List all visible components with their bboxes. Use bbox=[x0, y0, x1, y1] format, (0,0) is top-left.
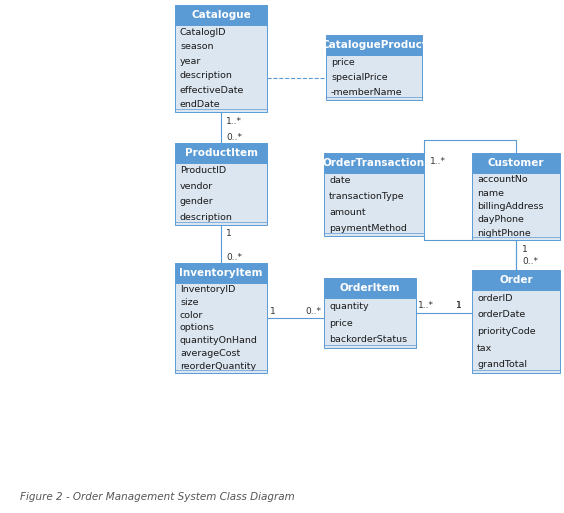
Bar bbox=[175, 283, 267, 373]
Text: season: season bbox=[180, 42, 214, 51]
Bar bbox=[326, 55, 422, 100]
Text: backorderStatus: backorderStatus bbox=[329, 335, 407, 344]
Bar bbox=[324, 278, 416, 298]
Text: billingAddress: billingAddress bbox=[477, 202, 544, 211]
Bar bbox=[472, 173, 560, 240]
Text: description: description bbox=[180, 71, 233, 80]
Bar bbox=[324, 153, 424, 173]
Text: quantityOnHand: quantityOnHand bbox=[180, 337, 258, 345]
Text: 0..*: 0..* bbox=[226, 253, 242, 263]
Text: size: size bbox=[180, 298, 199, 307]
Text: reorderQuantity: reorderQuantity bbox=[180, 362, 256, 371]
Text: vendor: vendor bbox=[180, 182, 213, 191]
Bar bbox=[175, 263, 267, 283]
Text: orderDate: orderDate bbox=[477, 310, 525, 320]
Text: transactionType: transactionType bbox=[329, 192, 404, 201]
Text: averageCost: averageCost bbox=[180, 349, 240, 358]
Text: CatalogID: CatalogID bbox=[180, 28, 227, 37]
Text: 1..*: 1..* bbox=[226, 117, 242, 127]
Text: dayPhone: dayPhone bbox=[477, 215, 524, 224]
Text: ProductID: ProductID bbox=[180, 166, 226, 175]
Text: -memberName: -memberName bbox=[331, 88, 403, 97]
Bar bbox=[175, 25, 267, 112]
Text: InventoryID: InventoryID bbox=[180, 285, 235, 294]
Text: 1: 1 bbox=[456, 302, 462, 310]
Bar bbox=[472, 270, 560, 290]
Text: quantity: quantity bbox=[329, 302, 369, 311]
Text: effectiveDate: effectiveDate bbox=[180, 86, 244, 95]
Text: 1: 1 bbox=[226, 229, 232, 239]
Text: date: date bbox=[329, 176, 350, 185]
Text: 1..*: 1..* bbox=[418, 302, 434, 310]
Text: 1: 1 bbox=[270, 306, 276, 315]
Text: CatalogueProduct: CatalogueProduct bbox=[321, 40, 427, 50]
Bar bbox=[324, 173, 424, 236]
Text: paymentMethod: paymentMethod bbox=[329, 224, 407, 232]
Text: gender: gender bbox=[180, 198, 214, 206]
Bar bbox=[175, 5, 267, 25]
Bar bbox=[326, 35, 422, 55]
Text: OrderItem: OrderItem bbox=[340, 283, 400, 293]
Text: OrderTransaction: OrderTransaction bbox=[323, 158, 425, 168]
Text: year: year bbox=[180, 57, 201, 66]
Bar bbox=[472, 290, 560, 373]
Text: Figure 2 - Order Management System Class Diagram: Figure 2 - Order Management System Class… bbox=[20, 492, 295, 502]
Text: ProductItem: ProductItem bbox=[184, 148, 258, 158]
Text: tax: tax bbox=[477, 344, 492, 352]
Text: amount: amount bbox=[329, 208, 365, 217]
Bar bbox=[175, 163, 267, 225]
Text: orderID: orderID bbox=[477, 294, 513, 303]
Text: price: price bbox=[331, 58, 355, 67]
Text: color: color bbox=[180, 311, 204, 320]
Text: 1: 1 bbox=[522, 245, 528, 253]
Text: specialPrice: specialPrice bbox=[331, 73, 387, 82]
Text: Customer: Customer bbox=[488, 158, 544, 168]
Text: InventoryItem: InventoryItem bbox=[179, 268, 263, 278]
Text: accountNo: accountNo bbox=[477, 175, 528, 184]
Text: name: name bbox=[477, 189, 504, 198]
Text: grandTotal: grandTotal bbox=[477, 360, 527, 369]
Bar bbox=[324, 298, 416, 348]
Text: Order: Order bbox=[499, 275, 533, 285]
Text: nightPhone: nightPhone bbox=[477, 229, 531, 238]
Text: 0..*: 0..* bbox=[522, 256, 538, 266]
Text: description: description bbox=[180, 213, 233, 222]
Text: price: price bbox=[329, 319, 352, 327]
Bar bbox=[472, 153, 560, 173]
Text: priorityCode: priorityCode bbox=[477, 327, 536, 336]
Text: 0..*: 0..* bbox=[305, 306, 321, 315]
Text: Catalogue: Catalogue bbox=[191, 10, 251, 20]
Text: 1: 1 bbox=[456, 302, 462, 310]
Bar bbox=[175, 143, 267, 163]
Text: options: options bbox=[180, 324, 215, 332]
Text: endDate: endDate bbox=[180, 100, 221, 109]
Text: 0..*: 0..* bbox=[226, 133, 242, 143]
Text: 1..*: 1..* bbox=[430, 157, 446, 167]
